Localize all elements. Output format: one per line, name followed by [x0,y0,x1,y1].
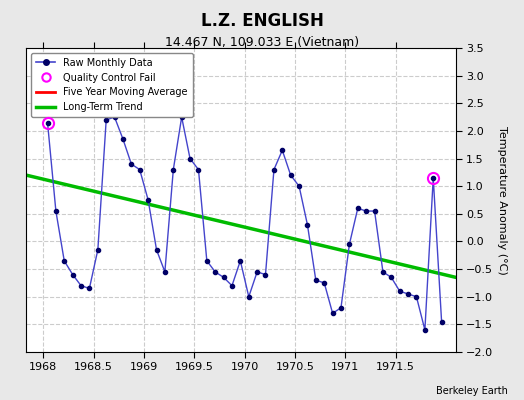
Text: 14.467 N, 109.033 E (Vietnam): 14.467 N, 109.033 E (Vietnam) [165,36,359,49]
Legend: Raw Monthly Data, Quality Control Fail, Five Year Moving Average, Long-Term Tren: Raw Monthly Data, Quality Control Fail, … [31,53,192,117]
Y-axis label: Temperature Anomaly (°C): Temperature Anomaly (°C) [497,126,507,274]
Text: L.Z. ENGLISH: L.Z. ENGLISH [201,12,323,30]
Text: Berkeley Earth: Berkeley Earth [436,386,508,396]
